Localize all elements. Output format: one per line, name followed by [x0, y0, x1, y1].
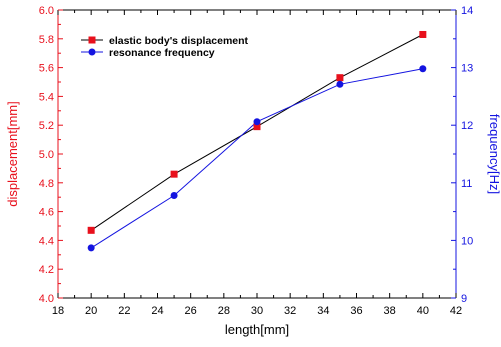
- y-left-tick-label: 4.4: [39, 235, 54, 247]
- y-left-tick-label: 5.2: [39, 120, 54, 132]
- x-tick-label: 36: [350, 305, 362, 317]
- y-right-tick-label: 9: [461, 293, 467, 305]
- y-left-axis-title: displacement[mm]: [5, 101, 20, 206]
- legend-circle-marker: [88, 48, 96, 56]
- x-tick-label: 28: [218, 305, 230, 317]
- ticks: 18 20 22 24 26 28 30 32 34 36 38 40 42 4.0 4.2 4.4 4.6 4.…: [39, 5, 474, 317]
- legend-label-displacement: elastic body's displacement: [109, 35, 249, 47]
- y-left-tick-label: 4.6: [39, 207, 54, 219]
- series-markers: [87, 30, 427, 252]
- y-left-tick-label: 4.8: [39, 178, 54, 190]
- y-left-tick-label: 5.8: [39, 34, 54, 46]
- x-tick-label: 38: [384, 305, 396, 317]
- y-left-tick-label: 5.6: [39, 63, 54, 75]
- x-tick-label: 18: [52, 305, 64, 317]
- x-tick-label: 30: [251, 305, 263, 317]
- x-axis-title: length[mm]: [225, 322, 289, 337]
- data-point-frequency: [419, 65, 427, 73]
- data-point-displacement: [253, 123, 261, 131]
- legend: elastic body's displacement resonance fr…: [81, 35, 249, 59]
- plot-area: [58, 10, 456, 298]
- y-left-tick-label: 6.0: [39, 5, 54, 17]
- data-point-frequency: [170, 191, 178, 199]
- data-point-frequency: [87, 244, 95, 252]
- data-point-displacement: [419, 30, 427, 38]
- y-left-tick-label: 4.2: [39, 264, 54, 276]
- y-right-tick-label: 13: [461, 63, 473, 75]
- y-right-axis-title: frequency[Hz]: [487, 114, 501, 194]
- y-left-tick-label: 5.0: [39, 149, 54, 161]
- x-tick-label: 32: [284, 305, 296, 317]
- y-right-tick-label: 12: [461, 120, 473, 132]
- data-point-displacement: [87, 226, 95, 234]
- x-tick-label: 22: [118, 305, 130, 317]
- y-right-tick-label: 14: [461, 5, 473, 17]
- x-tick-label: 26: [185, 305, 197, 317]
- x-tick-label: 42: [450, 305, 462, 317]
- legend-label-frequency: resonance frequency: [109, 47, 215, 59]
- x-tick-label: 24: [151, 305, 163, 317]
- x-tick-label: 34: [317, 305, 329, 317]
- y-left-tick-label: 5.4: [39, 91, 54, 103]
- data-point-frequency: [336, 80, 344, 88]
- y-right-tick-label: 11: [461, 178, 472, 190]
- data-point-displacement: [336, 74, 344, 82]
- data-point-displacement: [170, 170, 178, 178]
- y-right-tick-label: 10: [461, 235, 473, 247]
- y-left-tick-label: 4.0: [39, 293, 54, 305]
- legend-square-marker: [88, 36, 96, 44]
- x-tick-label: 20: [85, 305, 97, 317]
- data-point-frequency: [253, 118, 261, 126]
- x-tick-label: 40: [417, 305, 429, 317]
